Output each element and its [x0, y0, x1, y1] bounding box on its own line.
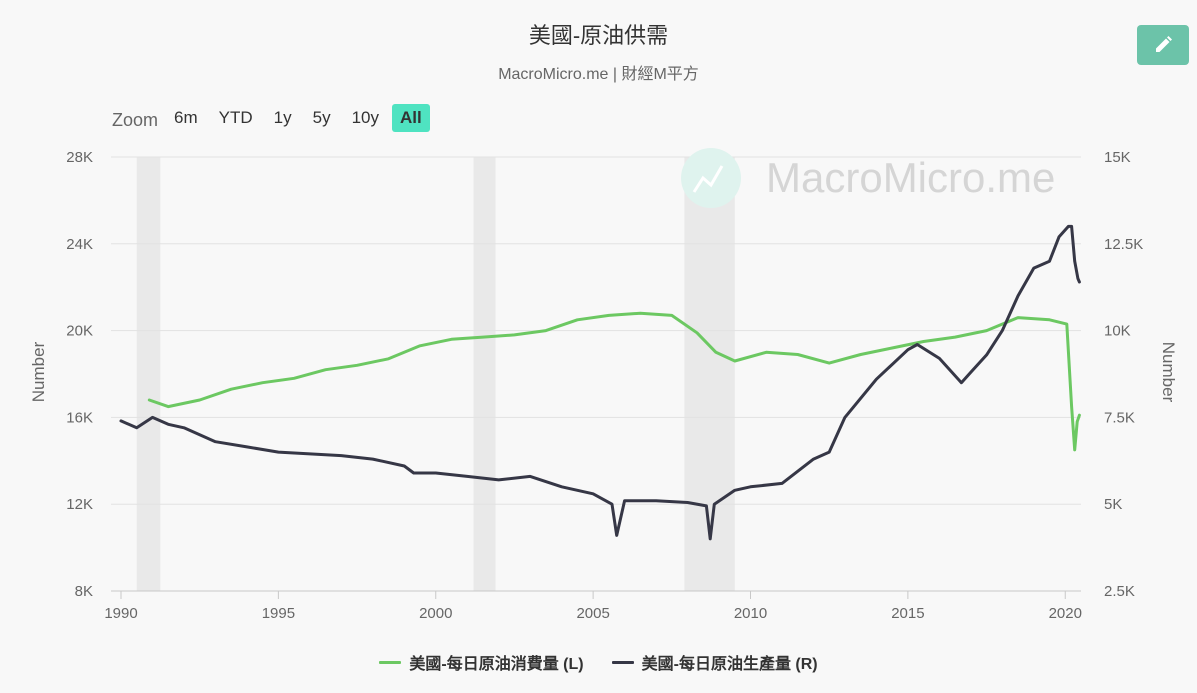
zoom-all-button[interactable]: All [392, 104, 430, 132]
y-right-tick-label: 7.5K [1104, 409, 1135, 426]
page-title: 美國-原油供需 [528, 23, 669, 48]
y-left-tick-label: 12K [66, 496, 93, 513]
zoom-ytd-button[interactable]: YTD [218, 108, 253, 127]
y-left-tick-label: 20K [66, 323, 93, 340]
x-tick-label: 1990 [104, 605, 137, 622]
zoom-label: Zoom [112, 109, 159, 130]
y-right-tick-label: 15K [1104, 149, 1131, 166]
x-tick-label: 2000 [419, 605, 452, 622]
recession-band [684, 157, 735, 591]
chart-legend: 美國-每日原油消費量 (L) 美國-每日原油生產量 (R) [0, 650, 1197, 674]
x-tick-label: 1995 [262, 605, 295, 622]
legend-swatch-consumption [379, 660, 402, 664]
y-left-tick-label: 16K [66, 409, 93, 426]
recession-band [136, 157, 161, 591]
zoom-bar: Zoom 6m YTD 1y 5y 10y All [112, 104, 435, 132]
logo-trend-mark [692, 165, 724, 193]
y-right-tick-label: 2.5K [1104, 583, 1135, 600]
y-right-tick-label: 12.5K [1104, 236, 1143, 253]
recession-band [473, 157, 496, 591]
page-subtitle: MacroMicro.me | 財經M平方 [498, 66, 699, 83]
zoom-5y-button[interactable]: 5y [312, 108, 331, 127]
production-series-line [119, 224, 1081, 541]
macromicro-logo-icon [681, 148, 741, 208]
legend-label-production: 美國-每日原油生產量 (R) [641, 656, 818, 673]
watermark: MacroMicro.me [681, 148, 1055, 208]
zoom-10y-button[interactable]: 10y [351, 108, 379, 127]
legend-swatch-production [611, 660, 634, 664]
legend-item-consumption[interactable]: 美國-每日原油消費量 (L) [379, 650, 584, 674]
zoom-1y-button[interactable]: 1y [273, 108, 292, 127]
x-tick-label: 2010 [734, 605, 767, 622]
right-axis-label: Number [1159, 342, 1178, 403]
watermark-text: MacroMicro.me [766, 154, 1055, 201]
consumption-series-line [147, 311, 1081, 452]
y-left-tick-label: 28K [66, 149, 93, 166]
y-right-tick-label: 10K [1104, 323, 1131, 340]
x-tick-label: 2005 [576, 605, 609, 622]
x-tick-label: 2020 [1049, 605, 1082, 622]
y-left-tick-label: 24K [66, 236, 93, 253]
legend-label-consumption: 美國-每日原油消費量 (L) [409, 656, 584, 673]
left-axis-label: Number [29, 341, 48, 402]
x-tick-label: 2015 [891, 605, 924, 622]
legend-item-production[interactable]: 美國-每日原油生產量 (R) [611, 650, 818, 674]
zoom-6m-button[interactable]: 6m [174, 108, 198, 127]
y-left-tick-label: 8K [75, 583, 93, 600]
edit-button[interactable] [1137, 25, 1189, 65]
pencil-icon [1156, 36, 1172, 52]
y-right-tick-label: 5K [1104, 496, 1122, 513]
